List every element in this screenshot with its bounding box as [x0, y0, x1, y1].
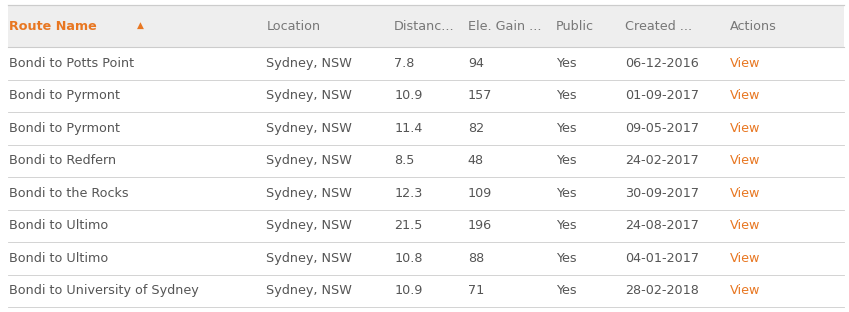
Text: Sydney, NSW: Sydney, NSW: [267, 122, 352, 135]
Bar: [8, 177, 844, 209]
Text: 21.5: 21.5: [394, 219, 423, 232]
Text: 28-02-2018: 28-02-2018: [625, 284, 699, 297]
Text: Bondi to Ultimo: Bondi to Ultimo: [8, 219, 108, 232]
Text: Ele. Gain ...: Ele. Gain ...: [468, 19, 542, 32]
Text: Bondi to the Rocks: Bondi to the Rocks: [8, 187, 128, 200]
Text: 10.9: 10.9: [394, 89, 423, 102]
Text: Sydney, NSW: Sydney, NSW: [267, 57, 352, 70]
Text: Bondi to Potts Point: Bondi to Potts Point: [8, 57, 134, 70]
Text: Yes: Yes: [555, 89, 576, 102]
Text: Bondi to Redfern: Bondi to Redfern: [8, 154, 116, 167]
Text: Sydney, NSW: Sydney, NSW: [267, 89, 352, 102]
Text: 157: 157: [468, 89, 492, 102]
Text: Bondi to Ultimo: Bondi to Ultimo: [8, 252, 108, 265]
Text: View: View: [730, 154, 761, 167]
Text: View: View: [730, 219, 761, 232]
Text: Yes: Yes: [555, 284, 576, 297]
Text: 71: 71: [468, 284, 484, 297]
Text: 06-12-2016: 06-12-2016: [625, 57, 699, 70]
Text: Public: Public: [555, 19, 593, 32]
Text: View: View: [730, 187, 761, 200]
Text: Bondi to Pyrmont: Bondi to Pyrmont: [8, 122, 120, 135]
Text: Sydney, NSW: Sydney, NSW: [267, 154, 352, 167]
Text: 11.4: 11.4: [394, 122, 423, 135]
Text: 48: 48: [468, 154, 484, 167]
Bar: [8, 5, 844, 47]
Text: Sydney, NSW: Sydney, NSW: [267, 187, 352, 200]
Text: 8.5: 8.5: [394, 154, 414, 167]
Text: 109: 109: [468, 187, 492, 200]
Text: Yes: Yes: [555, 57, 576, 70]
Text: 12.3: 12.3: [394, 187, 423, 200]
Text: 24-02-2017: 24-02-2017: [625, 154, 699, 167]
Text: ▲: ▲: [137, 21, 143, 30]
Text: 7.8: 7.8: [394, 57, 414, 70]
Text: 94: 94: [468, 57, 484, 70]
Text: Sydney, NSW: Sydney, NSW: [267, 284, 352, 297]
Bar: [8, 80, 844, 112]
Text: View: View: [730, 89, 761, 102]
Text: Yes: Yes: [555, 154, 576, 167]
Text: Yes: Yes: [555, 219, 576, 232]
Text: 82: 82: [468, 122, 484, 135]
Text: View: View: [730, 252, 761, 265]
Text: Location: Location: [267, 19, 320, 32]
Bar: [8, 209, 844, 242]
Bar: [8, 242, 844, 275]
Text: Yes: Yes: [555, 252, 576, 265]
Bar: [8, 144, 844, 177]
Text: 09-05-2017: 09-05-2017: [625, 122, 699, 135]
Text: 30-09-2017: 30-09-2017: [625, 187, 699, 200]
Text: 10.8: 10.8: [394, 252, 423, 265]
Text: Sydney, NSW: Sydney, NSW: [267, 219, 352, 232]
Text: 88: 88: [468, 252, 484, 265]
Text: 24-08-2017: 24-08-2017: [625, 219, 699, 232]
Text: Created ...: Created ...: [625, 19, 692, 32]
Text: View: View: [730, 57, 761, 70]
Text: View: View: [730, 122, 761, 135]
Text: 04-01-2017: 04-01-2017: [625, 252, 699, 265]
Text: View: View: [730, 284, 761, 297]
Text: Actions: Actions: [730, 19, 777, 32]
Text: 01-09-2017: 01-09-2017: [625, 89, 699, 102]
Text: 10.9: 10.9: [394, 284, 423, 297]
Text: 196: 196: [468, 219, 492, 232]
Text: Distanc...: Distanc...: [394, 19, 455, 32]
Text: Route Name: Route Name: [8, 19, 97, 32]
Text: Bondi to Pyrmont: Bondi to Pyrmont: [8, 89, 120, 102]
Text: Yes: Yes: [555, 187, 576, 200]
Bar: [8, 275, 844, 307]
Bar: [8, 112, 844, 144]
Bar: [8, 47, 844, 80]
Text: Bondi to University of Sydney: Bondi to University of Sydney: [8, 284, 199, 297]
Text: Sydney, NSW: Sydney, NSW: [267, 252, 352, 265]
Text: Yes: Yes: [555, 122, 576, 135]
